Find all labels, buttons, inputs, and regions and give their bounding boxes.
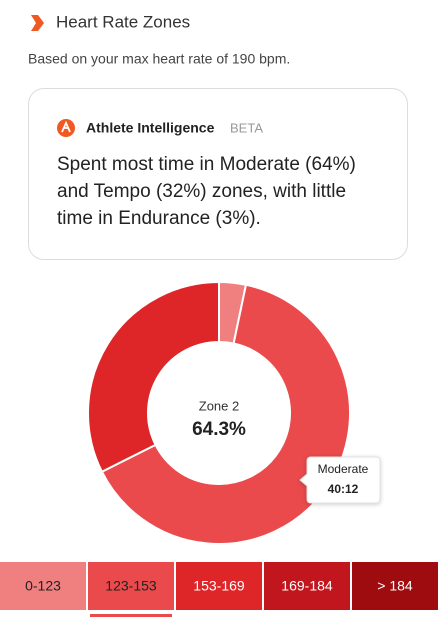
insight-text: time in Endurance (3%).	[57, 208, 261, 229]
center-value: 64.3%	[192, 419, 246, 440]
tooltip-box	[299, 456, 381, 504]
zone-label: 153-169	[193, 578, 245, 594]
zone-tile[interactable]	[0, 562, 86, 610]
donut-segment	[100, 283, 351, 545]
zone-tile[interactable]	[264, 562, 350, 610]
zone-label: 0-123	[25, 578, 61, 594]
insight-text: Spent most time in Moderate (64%)	[57, 154, 356, 175]
zone-label: 169-184	[281, 578, 333, 594]
zone-label: 123-153	[105, 578, 157, 594]
selected-indicator	[90, 614, 172, 617]
donut-segment	[87, 280, 220, 474]
tooltip-title: Moderate	[318, 462, 369, 476]
insight-title: Athlete Intelligence	[86, 120, 215, 136]
beta-badge: BETA	[230, 120, 263, 135]
zone-tile[interactable]	[352, 562, 438, 610]
tooltip-value: 40:12	[328, 482, 359, 496]
section-title: Heart Rate Zones	[56, 12, 190, 31]
insight-text: and Tempo (32%) zones, with little	[57, 181, 346, 202]
zone-tile[interactable]	[88, 562, 174, 610]
zone-label: > 184	[377, 578, 413, 594]
subtitle: Based on your max heart rate of 190 bpm.	[28, 51, 290, 67]
strava-icon	[31, 15, 44, 31]
insight-card	[28, 88, 408, 260]
zone-tile[interactable]	[176, 562, 262, 610]
center-label: Zone 2	[199, 398, 239, 413]
ai-icon-glyph	[61, 120, 71, 133]
